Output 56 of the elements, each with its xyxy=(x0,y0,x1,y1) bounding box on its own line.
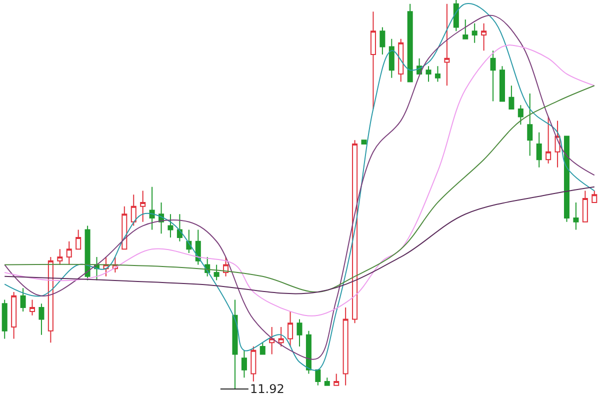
candlestick xyxy=(361,140,367,145)
candlestick xyxy=(490,50,496,102)
candlestick xyxy=(324,377,330,386)
candlestick xyxy=(388,38,394,78)
candlestick xyxy=(57,248,63,266)
candlestick xyxy=(278,326,284,347)
candlestick xyxy=(288,310,294,347)
candlestick xyxy=(2,299,8,340)
candlestick xyxy=(370,11,376,110)
candlestick xyxy=(499,66,505,102)
candlestick xyxy=(66,240,72,266)
candlestick xyxy=(407,3,413,82)
candlestick xyxy=(11,291,17,340)
candlestick xyxy=(453,0,459,32)
candlestick xyxy=(296,318,302,347)
candlestick xyxy=(130,194,136,226)
candlestick xyxy=(536,132,542,168)
candlestick xyxy=(527,92,533,156)
candlestick xyxy=(76,229,82,250)
candlestick xyxy=(564,136,570,222)
candlestick xyxy=(223,256,229,277)
candlestick xyxy=(260,342,266,355)
candlestick xyxy=(269,326,275,355)
candlestick xyxy=(352,140,358,324)
candlestick xyxy=(168,214,174,238)
candlestick xyxy=(444,3,450,86)
candlestick xyxy=(434,66,440,82)
candlestick xyxy=(149,186,155,230)
candlestick xyxy=(20,288,26,312)
candlestick xyxy=(315,369,321,386)
candlestick xyxy=(38,303,44,336)
candlestick xyxy=(582,190,588,222)
candlestick xyxy=(140,190,146,222)
candlestick xyxy=(122,206,128,250)
candlestick xyxy=(232,299,238,390)
candlestick xyxy=(48,256,54,344)
candlestick xyxy=(306,330,312,374)
candlestick xyxy=(508,85,514,110)
candlestick xyxy=(398,38,404,82)
candlestick xyxy=(462,18,468,40)
candlestick xyxy=(481,22,487,52)
candlestick xyxy=(518,104,524,126)
candlestick xyxy=(472,22,478,44)
candlestick xyxy=(250,346,256,382)
candlestick xyxy=(426,66,432,82)
candlestick xyxy=(84,225,90,281)
candlestick xyxy=(30,299,36,316)
candlestick xyxy=(546,116,552,164)
candlestick xyxy=(380,26,386,55)
candlestick xyxy=(241,350,247,378)
candlestick xyxy=(573,202,579,230)
annotation: 11.92 xyxy=(250,382,284,396)
candlestick xyxy=(342,307,348,386)
candlestick xyxy=(176,214,182,242)
candlestick xyxy=(334,373,340,386)
candlestick xyxy=(214,264,220,281)
